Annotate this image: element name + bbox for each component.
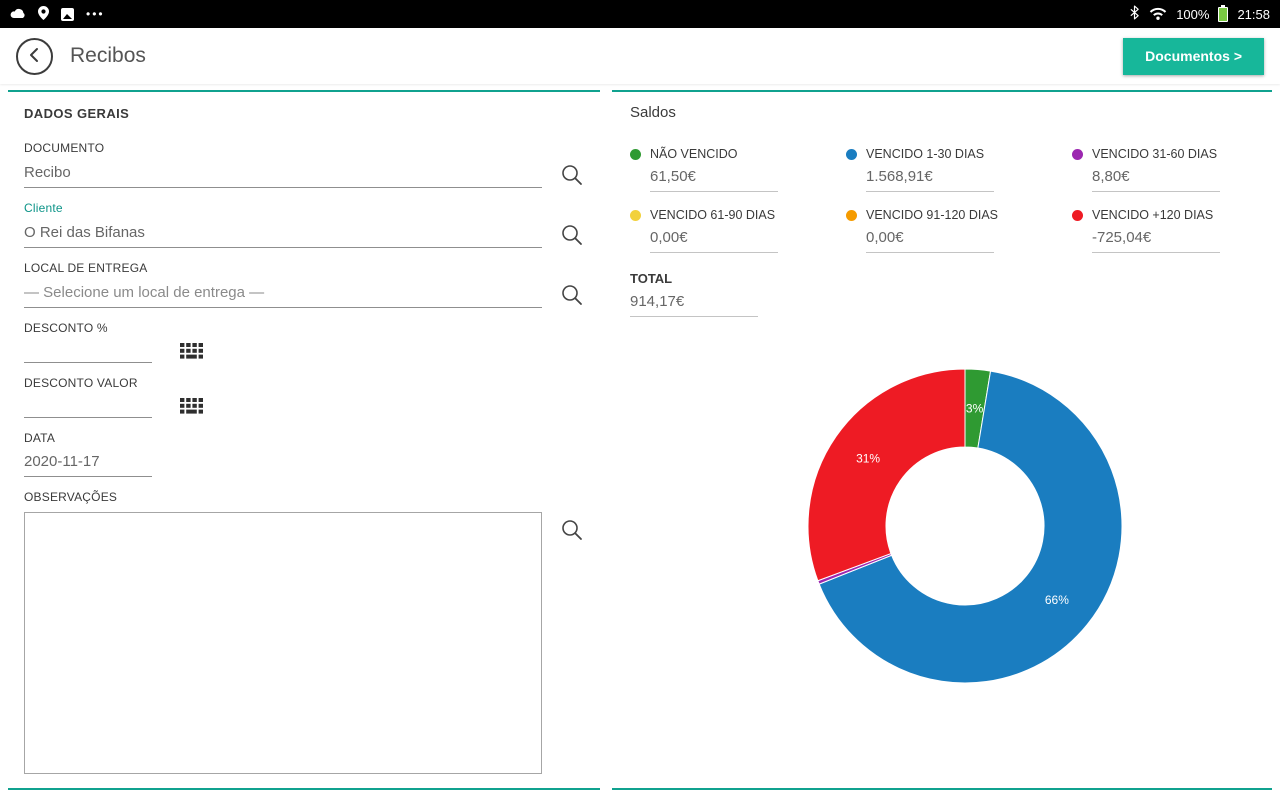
dados-gerais-title: DADOS GERAIS <box>24 106 130 121</box>
desconto-valor-label: DESCONTO VALOR <box>24 376 138 390</box>
data-value[interactable]: 2020-11-17 <box>24 453 152 477</box>
svg-text:3%: 3% <box>966 401 984 415</box>
location-icon <box>38 5 49 23</box>
legend-value: 1.568,91€ <box>866 161 994 192</box>
legend-label: NÃO VENCIDO <box>650 147 738 161</box>
dados-gerais-panel: DADOS GERAIS DOCUMENTO Recibo Cliente O … <box>8 90 600 790</box>
status-bar-indicators: 100% 21:58 <box>1129 4 1270 23</box>
legend-dot-orange <box>846 209 857 221</box>
keypad-icon <box>180 343 203 362</box>
desconto-pct-keypad-button[interactable] <box>180 343 203 359</box>
android-status-bar: ••• 100% 21:58 <box>0 0 1280 28</box>
desconto-valor-field: DESCONTO VALOR <box>24 376 584 418</box>
documento-label: DOCUMENTO <box>24 141 105 155</box>
bluetooth-icon <box>1129 5 1140 23</box>
legend-item-vencido-1-30: VENCIDO 1-30 DIAS 1.568,91€ <box>846 147 1072 192</box>
wifi-icon <box>1149 6 1167 23</box>
legend-item-vencido-61-90: VENCIDO 61-90 DIAS 0,00€ <box>630 208 846 253</box>
legend-item-vencido-120-mais: VENCIDO +120 DIAS -725,04€ <box>1072 208 1254 253</box>
battery-icon <box>1218 4 1229 22</box>
legend-label: VENCIDO 1-30 DIAS <box>866 147 985 161</box>
cliente-label: Cliente <box>24 201 63 215</box>
cliente-field: Cliente O Rei das Bifanas <box>24 201 584 248</box>
data-label: DATA <box>24 431 56 445</box>
local-entrega-search-button[interactable] <box>560 283 584 307</box>
legend-label: VENCIDO 61-90 DIAS <box>650 208 776 222</box>
legend-value: 0,00€ <box>866 222 994 253</box>
legend-dot-red <box>1072 209 1083 221</box>
observacoes-textarea[interactable] <box>24 512 542 774</box>
battery-percent-text: 100% <box>1176 6 1210 22</box>
status-bar-notifications: ••• <box>10 5 105 23</box>
status-bar-clock: 21:58 <box>1237 6 1270 22</box>
documento-value[interactable]: Recibo <box>24 164 542 188</box>
local-entrega-field: LOCAL DE ENTREGA — Selecione um local de… <box>24 261 584 308</box>
more-notifications-icon: ••• <box>86 7 105 21</box>
desconto-pct-value[interactable] <box>24 344 152 363</box>
total-value: 914,17€ <box>630 286 758 317</box>
saldos-panel: Saldos NÃO VENCIDO 61,50€ VENCIDO 1-30 D… <box>612 90 1272 790</box>
total-label: TOTAL <box>630 271 673 286</box>
legend-item-vencido-91-120: VENCIDO 91-120 DIAS 0,00€ <box>846 208 1072 253</box>
legend-item-nao-vencido: NÃO VENCIDO 61,50€ <box>630 147 846 192</box>
search-icon <box>560 165 584 190</box>
local-entrega-value[interactable]: — Selecione um local de entrega — <box>24 284 542 308</box>
legend-item-vencido-31-60: VENCIDO 31-60 DIAS 8,80€ <box>1072 147 1254 192</box>
desconto-valor-keypad-button[interactable] <box>180 398 203 414</box>
legend-dot-blue <box>846 148 857 160</box>
legend-dot-purple <box>1072 148 1083 160</box>
local-entrega-label: LOCAL DE ENTREGA <box>24 261 148 275</box>
desconto-pct-label: DESCONTO % <box>24 321 108 335</box>
legend-value: 0,00€ <box>650 222 778 253</box>
observacoes-search-button[interactable] <box>560 518 584 542</box>
cliente-value[interactable]: O Rei das Bifanas <box>24 224 542 248</box>
back-button[interactable] <box>16 37 53 75</box>
saldos-total: TOTAL 914,17€ <box>630 271 1254 317</box>
legend-value: 61,50€ <box>650 161 778 192</box>
documentos-button[interactable]: Documentos > <box>1123 37 1264 75</box>
saldos-chart-area: 3% 66% 31% <box>630 361 1254 691</box>
legend-value: 8,80€ <box>1092 161 1220 192</box>
legend-dot-yellow <box>630 209 641 221</box>
data-field: DATA 2020-11-17 <box>24 431 584 477</box>
svg-text:66%: 66% <box>1045 593 1069 607</box>
legend-label: VENCIDO +120 DIAS <box>1092 208 1214 222</box>
search-icon <box>560 520 584 545</box>
desconto-pct-field: DESCONTO % <box>24 321 584 363</box>
keypad-icon <box>180 398 203 417</box>
svg-text:31%: 31% <box>856 452 880 466</box>
saldos-legend: NÃO VENCIDO 61,50€ VENCIDO 1-30 DIAS 1.5… <box>630 147 1254 253</box>
app-header: Recibos Documentos > <box>0 28 1280 84</box>
desconto-valor-value[interactable] <box>24 399 152 418</box>
gallery-icon <box>61 7 74 21</box>
documento-search-button[interactable] <box>560 163 584 187</box>
legend-label: VENCIDO 91-120 DIAS <box>866 208 998 222</box>
documento-field: DOCUMENTO Recibo <box>24 141 584 188</box>
saldos-donut-chart: 3% 66% 31% <box>807 368 1123 684</box>
saldos-title: Saldos <box>630 104 676 121</box>
content-area: DADOS GERAIS DOCUMENTO Recibo Cliente O … <box>0 84 1280 800</box>
search-icon <box>560 285 584 310</box>
observacoes-field: OBSERVAÇÕES <box>24 490 584 774</box>
observacoes-label: OBSERVAÇÕES <box>24 490 118 504</box>
search-icon <box>560 225 584 250</box>
chevron-left-icon <box>27 47 43 66</box>
legend-value: -725,04€ <box>1092 222 1220 253</box>
legend-dot-green <box>630 148 641 160</box>
page-title: Recibos <box>70 44 146 67</box>
legend-label: VENCIDO 31-60 DIAS <box>1092 147 1218 161</box>
cliente-search-button[interactable] <box>560 223 584 247</box>
cloud-icon <box>10 7 26 22</box>
